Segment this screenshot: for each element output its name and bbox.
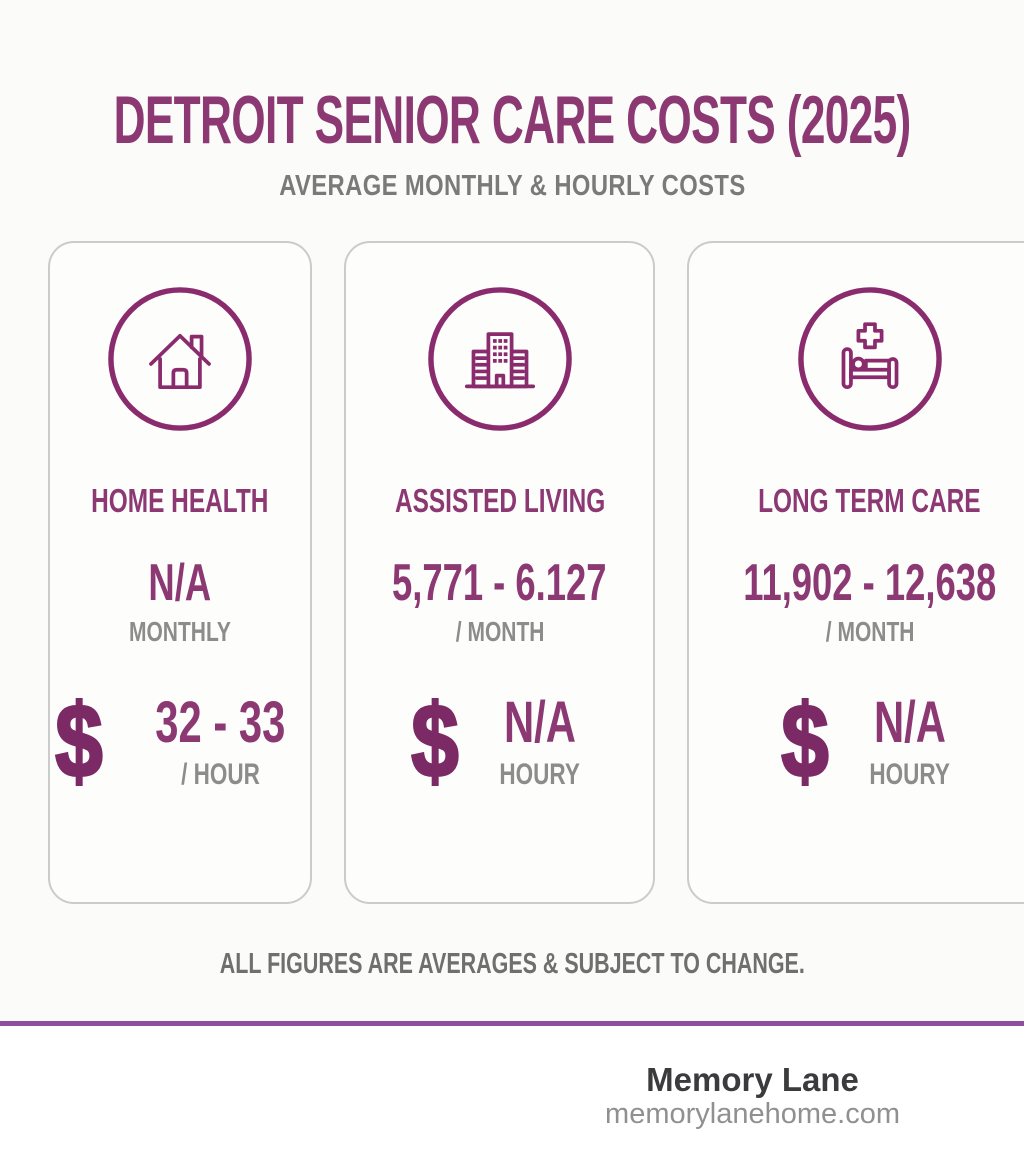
hourly-value: 32 - 33: [155, 690, 286, 756]
dollar-sign-icon: $: [780, 683, 830, 800]
monthly-label: MONTHLY: [129, 616, 232, 648]
card-title: ASSISTED LIVING: [394, 482, 605, 519]
monthly-value: 11,902 - 12,638: [743, 554, 997, 613]
hourly-label: / HOUR: [180, 758, 260, 792]
footer-divider: [0, 1021, 1024, 1026]
hourly-group: $ N/A HOURY: [689, 683, 1024, 800]
page-title: DETROIT SENIOR CARE COSTS (2025): [0, 86, 1024, 154]
card-title: HOME HEALTH: [91, 482, 269, 519]
brand-name: Memory Lane: [646, 1061, 859, 1098]
monthly-value: 5,771 - 6.127: [392, 554, 607, 613]
hourly-group: $ N/A HOURY: [346, 683, 652, 800]
cost-cards-row: HOME HEALTH N/A MONTHLY $ 32 - 33 / HOUR: [0, 241, 1024, 904]
hourly-label: HOURY: [869, 758, 950, 792]
disclaimer-note: ALL FIGURES ARE AVERAGES & SUBJECT TO CH…: [219, 948, 805, 980]
building-icon: [346, 285, 652, 433]
monthly-label: / MONTH: [455, 616, 544, 648]
hourly-value: N/A: [873, 690, 946, 756]
monthly-label: / MONTH: [825, 616, 914, 648]
card-long-term-care: LONG TERM CARE 11,902 - 12,638 / MONTH $…: [686, 241, 1024, 904]
card-title: LONG TERM CARE: [758, 482, 981, 519]
header: DETROIT SENIOR CARE COSTS (2025) AVERAGE…: [0, 0, 1024, 201]
hourly-label: HOURY: [499, 758, 580, 792]
brand-website: memorylanehome.com: [605, 1098, 900, 1131]
monthly-value: N/A: [148, 554, 212, 613]
page-subtitle-text: AVERAGE MONTHLY & HOURLY COSTS: [278, 170, 746, 202]
hospital-bed-icon: [689, 285, 1024, 433]
hourly-group: $ 32 - 33 / HOUR: [50, 683, 310, 800]
dollar-sign-icon: $: [410, 683, 460, 800]
dollar-sign-icon: $: [54, 683, 104, 800]
card-home-health: HOME HEALTH N/A MONTHLY $ 32 - 33 / HOUR: [48, 241, 313, 904]
home-icon: [50, 285, 310, 433]
brand-block: Memory Lane memorylanehome.com: [605, 1061, 900, 1132]
footer: Memory Lane memorylanehome.com: [0, 1026, 1024, 1154]
page-subtitle: AVERAGE MONTHLY & HOURLY COSTS: [0, 172, 1024, 201]
page-title-text: DETROIT SENIOR CARE COSTS (2025): [113, 82, 911, 158]
hourly-value: N/A: [503, 690, 576, 756]
card-assisted-living: ASSISTED LIVING 5,771 - 6.127 / MONTH $ …: [344, 241, 655, 904]
